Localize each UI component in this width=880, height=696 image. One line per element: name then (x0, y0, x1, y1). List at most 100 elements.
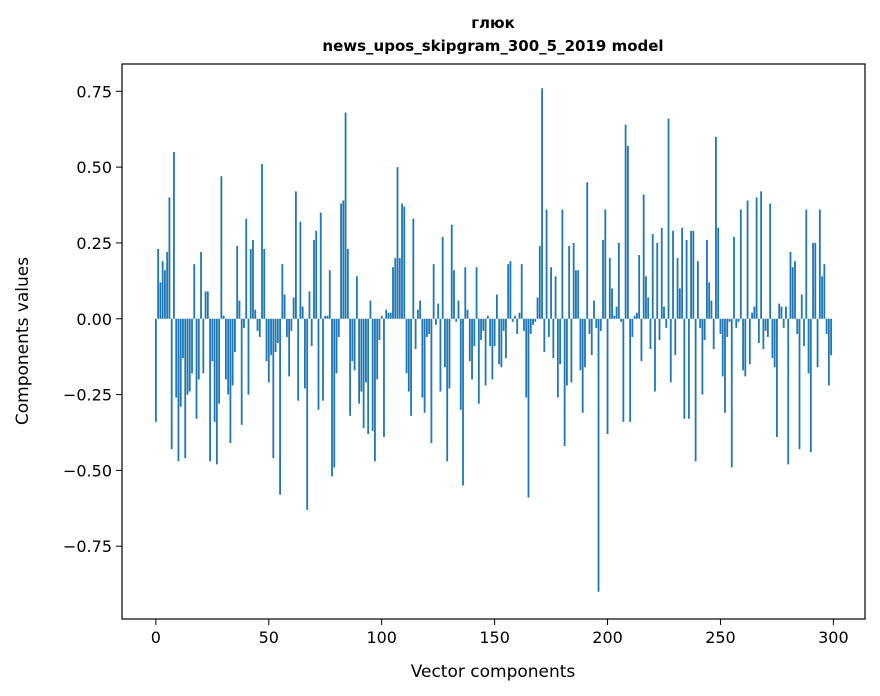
bar-118 (421, 318, 424, 398)
bar-119 (423, 318, 426, 413)
bar-212 (633, 315, 636, 319)
bar-157 (509, 261, 512, 319)
bar-6 (168, 197, 171, 319)
bar-263 (748, 318, 751, 365)
bar-90 (358, 318, 361, 404)
bar-148 (489, 318, 492, 347)
bar-268 (760, 191, 763, 319)
bar-3 (161, 261, 164, 319)
bar-53 (274, 318, 277, 353)
bar-220 (651, 233, 654, 319)
bar-108 (398, 258, 401, 319)
x-axis-label: Vector components (411, 662, 576, 682)
bar-60 (290, 318, 293, 331)
bar-144 (480, 318, 482, 340)
x-tick-label: 150 (479, 628, 510, 647)
x-tick-label: 50 (259, 628, 279, 647)
bar-289 (807, 318, 810, 374)
bar-44 (254, 309, 257, 319)
bar-234 (683, 318, 686, 419)
bars-group (154, 88, 833, 592)
bar-22 (204, 291, 207, 319)
bar-205 (617, 242, 620, 319)
bar-55 (279, 318, 281, 495)
bar-30 (222, 315, 225, 319)
bar-259 (739, 209, 742, 319)
bar-130 (448, 318, 451, 389)
bar-269 (762, 318, 765, 350)
bar-264 (751, 312, 753, 319)
bar-167 (532, 318, 534, 325)
bar-253 (726, 318, 729, 337)
bar-45 (256, 318, 259, 331)
bar-247 (712, 318, 715, 350)
bar-110 (403, 206, 406, 319)
bar-159 (514, 315, 516, 319)
bar-293 (816, 318, 819, 368)
bar-177 (554, 276, 557, 319)
bar-221 (654, 318, 656, 392)
x-tick-label: 300 (818, 628, 849, 647)
bar-133 (455, 318, 458, 322)
bar-218 (647, 297, 650, 319)
chart-title: глюк (471, 14, 515, 32)
bar-166 (529, 318, 532, 334)
bar-239 (694, 318, 697, 462)
bar-160 (516, 318, 519, 334)
bar-66 (304, 318, 306, 389)
bar-198 (602, 239, 604, 319)
bar-242 (701, 318, 704, 395)
bar-61 (292, 297, 295, 319)
bar-169 (536, 297, 539, 319)
bar-109 (401, 203, 403, 319)
bar-281 (789, 252, 792, 319)
x-tick-label: 200 (592, 628, 623, 647)
bar-176 (552, 318, 555, 359)
bar-140 (471, 318, 473, 380)
bar-165 (527, 318, 530, 498)
bar-170 (538, 245, 541, 319)
bar-41 (247, 318, 250, 395)
bar-62 (294, 191, 297, 319)
bar-89 (355, 276, 358, 319)
bar-87 (351, 318, 354, 362)
bar-258 (737, 318, 740, 322)
bar-203 (613, 315, 616, 319)
bar-111 (405, 318, 408, 374)
bar-193 (590, 318, 593, 356)
bar-1 (157, 249, 160, 319)
bar-115 (414, 318, 417, 350)
bar-42 (249, 249, 252, 319)
bar-5 (166, 252, 169, 319)
bar-27 (215, 318, 218, 465)
bar-2 (159, 282, 162, 319)
bar-129 (446, 318, 449, 462)
bar-37 (238, 300, 241, 319)
x-tick-label: 100 (366, 628, 397, 647)
bar-15 (188, 318, 191, 392)
bar-100 (380, 315, 383, 319)
bar-21 (202, 318, 205, 374)
bar-271 (766, 318, 769, 337)
bar-227 (667, 118, 670, 319)
bar-267 (757, 318, 760, 344)
bar-296 (823, 264, 826, 319)
bar-28 (218, 318, 221, 404)
bar-254 (728, 318, 731, 322)
bar-56 (281, 264, 284, 319)
bar-147 (486, 315, 489, 319)
bar-47 (261, 164, 263, 319)
bar-171 (541, 88, 543, 319)
bar-128 (444, 318, 446, 368)
bar-194 (593, 300, 595, 319)
bar-191 (586, 182, 589, 319)
bar-223 (658, 318, 661, 340)
bar-29 (220, 176, 223, 319)
bar-262 (746, 200, 749, 319)
bar-231 (676, 258, 679, 319)
bar-291 (812, 242, 814, 319)
bar-104 (389, 312, 392, 319)
bar-195 (595, 318, 598, 328)
bar-180 (561, 209, 564, 319)
bar-246 (710, 300, 713, 319)
